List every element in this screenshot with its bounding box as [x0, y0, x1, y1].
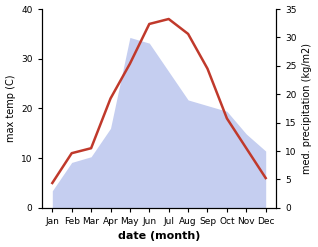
Y-axis label: max temp (C): max temp (C)	[5, 75, 16, 142]
X-axis label: date (month): date (month)	[118, 231, 200, 242]
Y-axis label: med. precipitation (kg/m2): med. precipitation (kg/m2)	[302, 43, 313, 174]
